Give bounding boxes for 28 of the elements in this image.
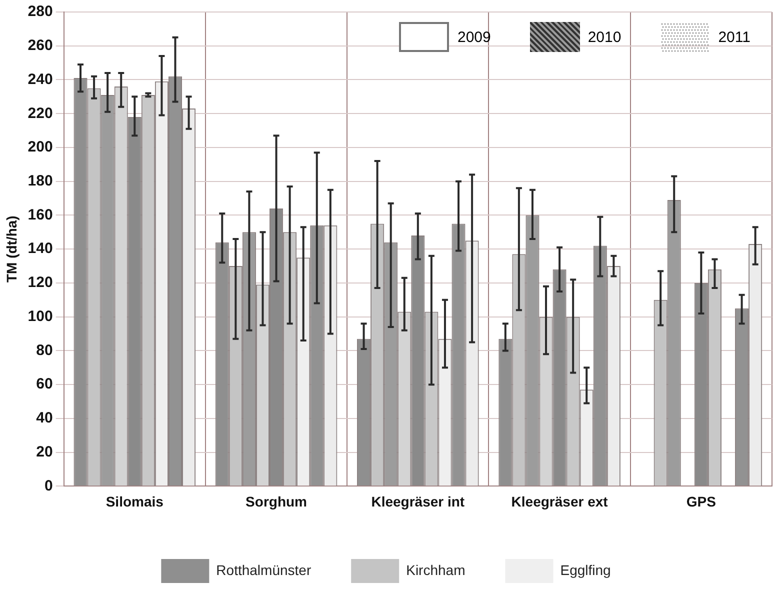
y-tick-label: 200 [28, 138, 53, 156]
y-tick-label: 0 [44, 477, 53, 494]
x-tick-label: Sorghum [246, 493, 308, 510]
y-tick-label: 60 [36, 376, 53, 393]
x-tick-label: GPS [686, 493, 716, 510]
legend-label: Rotthalmünster [216, 562, 312, 578]
y-tick-label: 160 [28, 206, 53, 224]
y-axis-title: TM (dt/ha) [3, 216, 20, 283]
annotation: 2010 [588, 28, 622, 46]
x-tick-label: Silomais [106, 493, 164, 510]
y-tick-label: 280 [28, 3, 53, 20]
x-tick-label: Kleegräser int [371, 493, 465, 510]
year-key: 2009 2010 2011 [380, 22, 770, 52]
y-tick-label: 180 [28, 172, 53, 190]
y-tick-label: 220 [28, 104, 53, 122]
annotation: 2011 [718, 28, 750, 46]
legend-label: Kirchham [406, 562, 466, 578]
y-tick-label: 260 [28, 37, 53, 54]
y-tick-label: 100 [28, 308, 53, 325]
y-tick-label: 140 [28, 240, 53, 258]
annotation: 2009 [457, 28, 491, 46]
y-tick-label: 240 [28, 70, 53, 88]
y-tick-label: 40 [36, 410, 53, 427]
legend-label: Egglfing [560, 562, 611, 578]
y-tick-label: 120 [28, 274, 53, 292]
x-tick-label: Kleegräser ext [511, 493, 608, 510]
y-tick-label: 80 [36, 342, 53, 359]
y-tick-label: 20 [36, 443, 53, 460]
